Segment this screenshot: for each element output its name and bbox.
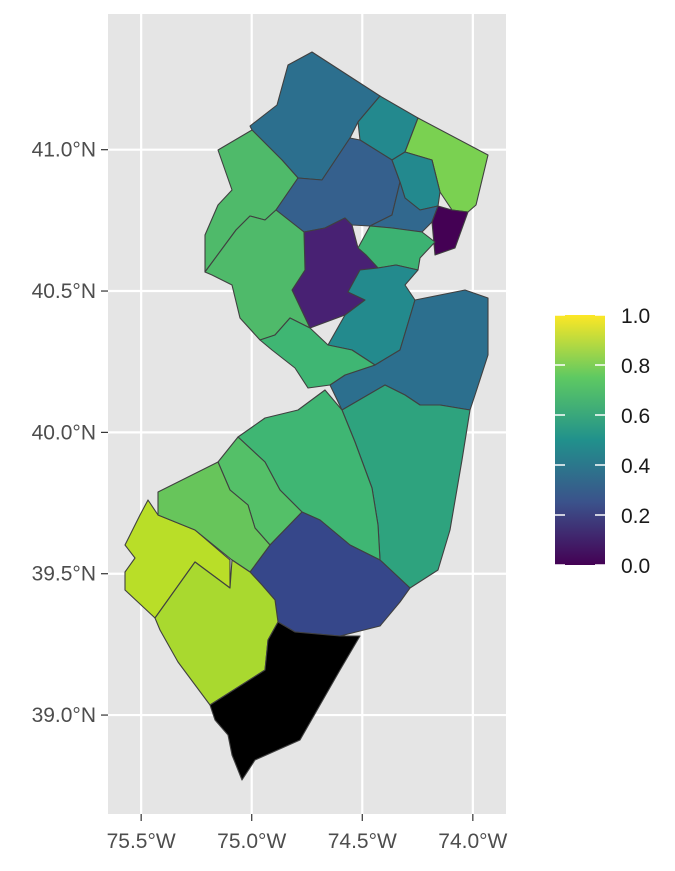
legend-tick-label: 0.2 — [621, 505, 650, 528]
county-polygon — [369, 181, 439, 233]
color-legend: 1.0 0.8 0.6 0.4 0.2 0.0 — [555, 305, 651, 578]
x-tick-label: 74.5°W — [328, 830, 397, 853]
legend-tick-label: 0.6 — [621, 405, 650, 428]
y-tick-label: 39.0°N — [32, 704, 96, 727]
legend-tick-label: 0.8 — [621, 355, 650, 378]
county-polygon — [154, 559, 279, 706]
x-axis: 75.5°W 75.0°W 74.5°W 74.0°W — [107, 814, 508, 853]
y-tick-label: 39.5°N — [32, 563, 96, 586]
county-polygon — [259, 317, 376, 389]
y-tick-label: 40.5°N — [32, 280, 96, 303]
county-polygon — [431, 205, 469, 256]
legend-tick-label: 0.0 — [621, 555, 650, 578]
x-tick-label: 75.5°W — [107, 830, 176, 853]
county-polygon — [204, 209, 311, 341]
y-tick-label: 41.0°N — [32, 139, 96, 162]
county-polygon — [157, 461, 271, 573]
county-polygon — [209, 621, 361, 781]
x-tick-label: 75.0°W — [217, 830, 286, 853]
legend-tick-label: 0.4 — [621, 455, 651, 478]
legend-colorbar — [555, 315, 605, 565]
y-tick-label: 40.0°N — [32, 421, 96, 444]
county-polygons — [124, 51, 489, 781]
x-tick-label: 74.0°W — [438, 830, 507, 853]
legend-tick-label: 1.0 — [621, 305, 650, 328]
y-axis: 41.0°N 40.5°N 40.0°N 39.5°N 39.0°N — [32, 139, 108, 727]
